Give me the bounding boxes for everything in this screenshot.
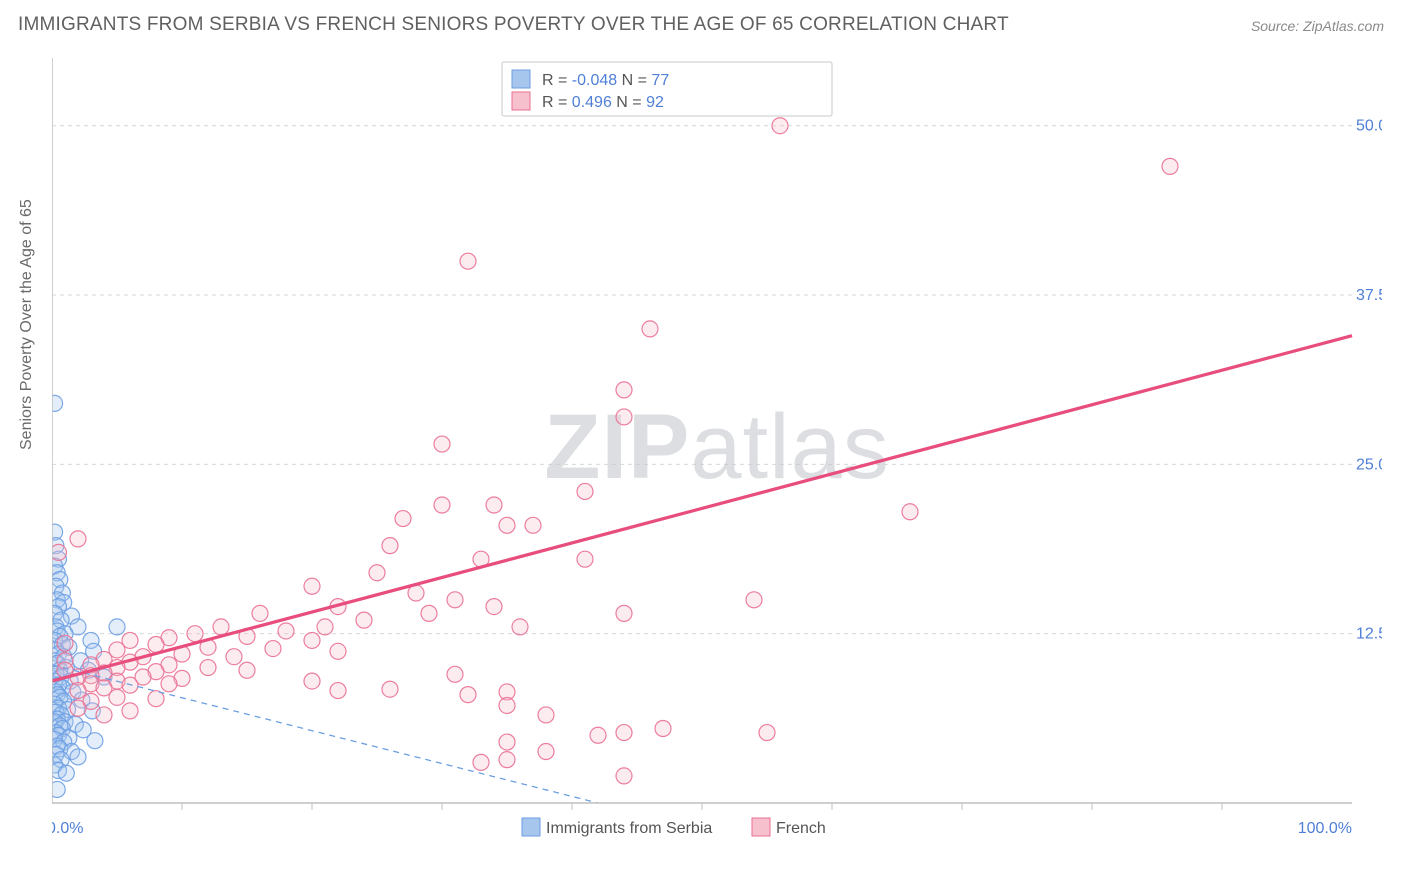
french-point [447,666,463,682]
french-point [434,436,450,452]
french-point [616,409,632,425]
french-point [499,697,515,713]
svg-text:R = 0.496 N =: R = 0.496 N = 92 [542,94,664,111]
french-point [486,599,502,615]
svg-text:French: French [776,820,826,837]
french-point [330,643,346,659]
french-point [70,531,86,547]
french-point [70,683,86,699]
french-point [226,649,242,665]
svg-text:Immigrants from Serbia: Immigrants from Serbia [546,820,712,837]
french-point [499,734,515,750]
french-point [1162,158,1178,174]
french-point [278,623,294,639]
french-point [252,605,268,621]
french-point [265,641,281,657]
french-point [538,744,554,760]
french-point [369,565,385,581]
french-point [200,660,216,676]
french-point [616,768,632,784]
french-point [616,725,632,741]
french-point [304,673,320,689]
french-point [57,635,73,651]
stats-legend: R = -0.048 N = 77 R = 0.496 N = 92 [502,62,832,116]
french-trend-line [52,336,1352,681]
french-point [187,626,203,642]
french-point [590,727,606,743]
french-point [538,707,554,723]
serbia-point [109,619,125,635]
french-point [642,321,658,337]
series-legend: Immigrants from Serbia French [522,818,826,837]
y-tick-label: 12.5% [1356,626,1382,643]
serbia-point [52,395,63,411]
y-tick-label: 37.5% [1356,287,1382,304]
french-point [902,504,918,520]
french-point [96,707,112,723]
french-point [447,592,463,608]
french-point [655,721,671,737]
french-point [577,483,593,499]
french-point [304,632,320,648]
serbia-point [52,781,65,797]
french-point [486,497,502,513]
french-point [122,703,138,719]
french-point [616,605,632,621]
french-point [460,253,476,269]
french-point [577,551,593,567]
french-point [317,619,333,635]
serbia-point [87,733,103,749]
french-point [525,517,541,533]
source-label: Source: ZipAtlas.com [1251,18,1384,34]
french-point [512,619,528,635]
french-point [304,578,320,594]
french-point [239,662,255,678]
x-max-label: 100.0% [1298,820,1352,837]
french-point [434,497,450,513]
french-point [499,752,515,768]
french-point [148,637,164,653]
french-point [356,612,372,628]
serbia-point [58,765,74,781]
french-point [109,689,125,705]
french-point [460,687,476,703]
y-tick-label: 25.0% [1356,456,1382,473]
french-point [213,619,229,635]
french-point [499,517,515,533]
french-point [382,538,398,554]
french-point [746,592,762,608]
serbia-point [70,749,86,765]
french-point [759,725,775,741]
y-axis-label: Seniors Poverty Over the Age of 65 [18,199,36,450]
french-point [395,511,411,527]
french-point [70,700,86,716]
french-point [772,118,788,134]
french-point [616,382,632,398]
watermark: ZIPatlas [544,396,889,498]
french-point [52,544,67,560]
french-point [473,754,489,770]
svg-text:R = -0.048 N =: R = -0.048 N = 77 [542,72,669,89]
correlation-scatter-plot: ZIPatlas 0.0% 100.0% 12.5% 25.0% 37.5% 50.0… [52,58,1382,838]
french-point [421,605,437,621]
chart-title: IMMIGRANTS FROM SERBIA VS FRENCH SENIORS… [18,14,1009,36]
french-point [330,683,346,699]
french-point [382,681,398,697]
y-tick-label: 50.0% [1356,118,1382,135]
french-point [161,676,177,692]
x-origin-label: 0.0% [52,820,83,837]
